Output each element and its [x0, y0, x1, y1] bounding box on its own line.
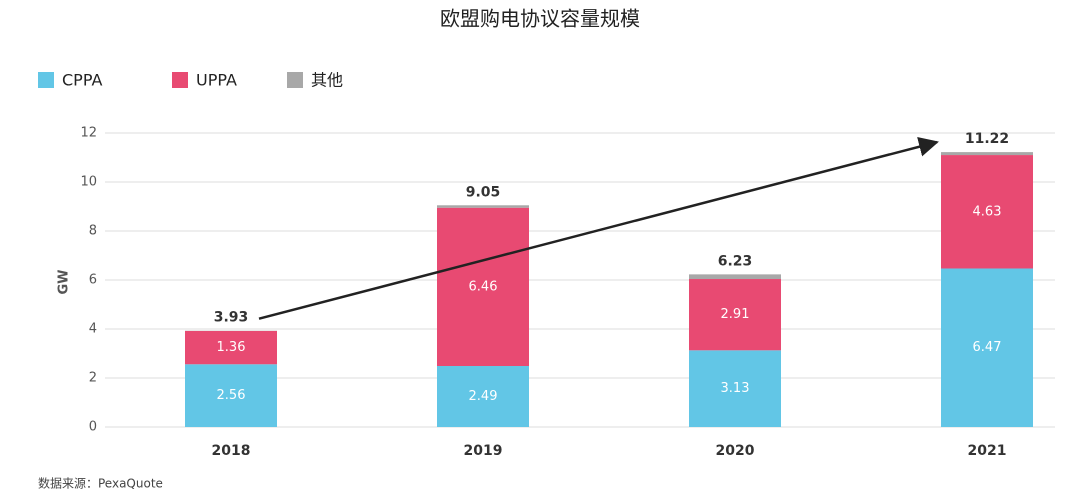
legend-swatch	[38, 72, 54, 88]
data-label: 3.13	[721, 381, 750, 396]
y-tick-label: 6	[89, 273, 97, 288]
bar-segment	[437, 365, 529, 427]
bar-segment	[689, 274, 781, 280]
bar-segment	[689, 279, 781, 351]
total-label: 3.93	[214, 310, 249, 326]
legend-label: 其他	[311, 71, 343, 90]
y-tick-label: 8	[89, 224, 97, 239]
bar-segment	[437, 205, 529, 208]
y-tick-label: 12	[80, 126, 97, 141]
data-label: 2.49	[469, 389, 498, 404]
x-tick-label: 2019	[464, 443, 503, 459]
y-tick-label: 2	[89, 371, 97, 386]
bar-segment	[941, 268, 1033, 427]
legend-swatch	[287, 72, 303, 88]
data-label: 1.36	[217, 340, 246, 355]
y-tick-label: 0	[89, 420, 97, 435]
bar-segment	[437, 207, 529, 366]
data-label: 6.46	[469, 279, 498, 294]
y-axis-label: GW	[57, 269, 72, 294]
bar-segment	[941, 152, 1033, 156]
y-tick-label: 10	[80, 175, 97, 190]
chart-title: 欧盟购电协议容量规模	[440, 7, 640, 31]
x-tick-label: 2020	[716, 443, 755, 459]
total-label: 9.05	[466, 184, 501, 200]
y-tick-label: 4	[89, 322, 97, 337]
trend-arrow	[258, 136, 939, 320]
data-label: 6.47	[973, 340, 1002, 355]
legend-swatch	[172, 72, 188, 88]
x-tick-label: 2018	[212, 443, 251, 459]
source: 数据来源：PexaQuote	[38, 476, 163, 491]
bar-segment	[941, 155, 1033, 269]
total-label: 6.23	[718, 253, 753, 269]
legend-label: UPPA	[196, 71, 237, 90]
bar-segment	[185, 364, 277, 427]
bar-segment	[689, 350, 781, 427]
data-label: 2.56	[217, 388, 246, 403]
total-label: 11.22	[965, 131, 1009, 147]
data-label: 4.63	[973, 204, 1002, 219]
legend-label: CPPA	[62, 71, 102, 90]
bar-segment	[185, 330, 277, 365]
data-label: 2.91	[721, 307, 750, 322]
x-tick-label: 2021	[968, 443, 1007, 459]
